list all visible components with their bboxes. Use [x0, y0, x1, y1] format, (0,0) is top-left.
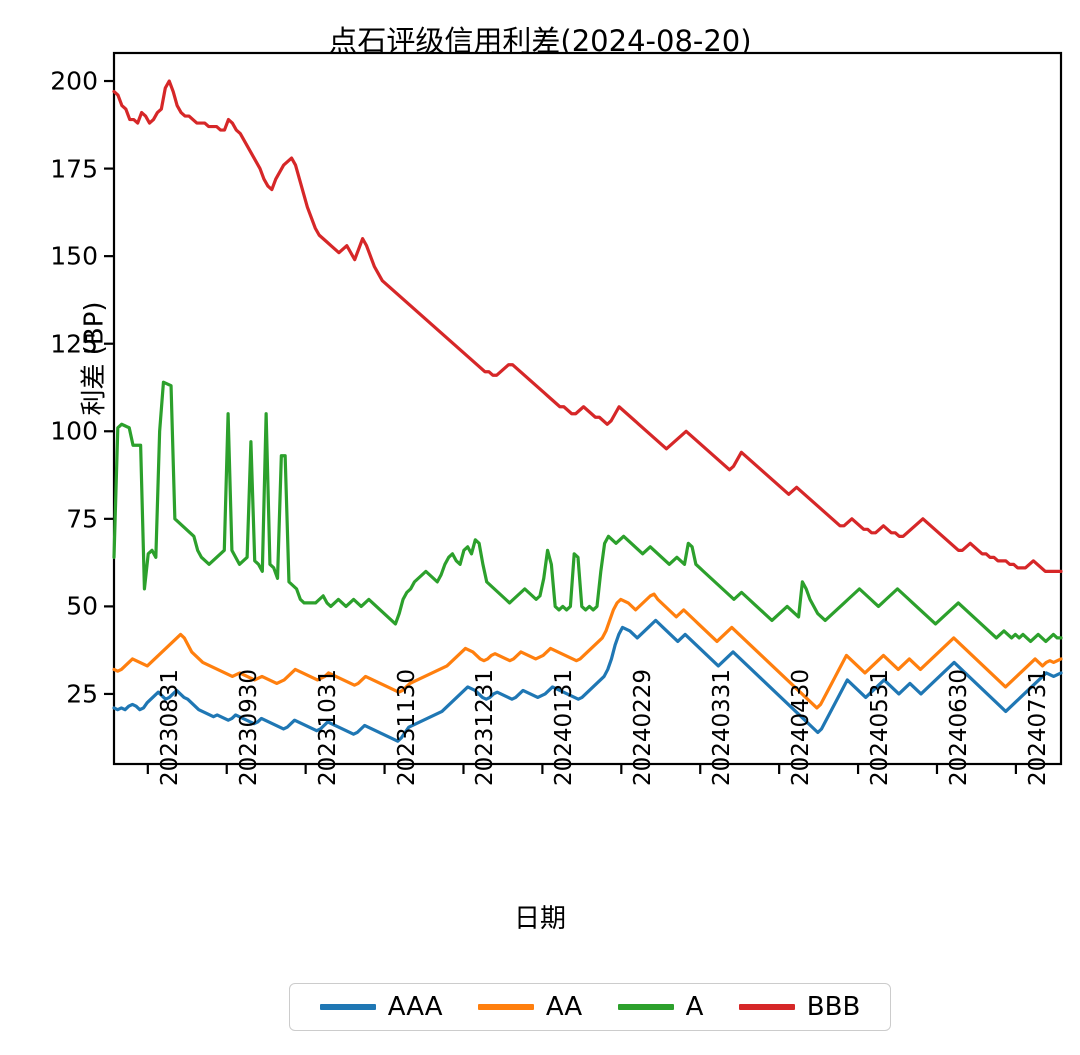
x-tick-label: 20240531 — [867, 668, 894, 786]
legend-label: AAA — [387, 992, 443, 1022]
series-line-AAA — [112, 618, 1063, 743]
x-axis-label: 日期 — [513, 904, 566, 934]
x-tick-label: 20240731 — [1024, 668, 1051, 786]
chart-legend: AAA AA A BBB — [289, 983, 891, 1031]
x-tick-label: 20230930 — [235, 668, 262, 786]
series-lines — [112, 79, 1063, 743]
x-tick-label: 20231031 — [314, 668, 341, 786]
x-tick-label: 20240630 — [945, 668, 972, 786]
series-line-BBB — [112, 79, 1063, 573]
y-tick-label: 100 — [50, 416, 98, 446]
x-tick-label: 20231130 — [393, 668, 420, 786]
y-tick-label: 75 — [66, 504, 98, 534]
legend-label: A — [685, 992, 704, 1022]
y-tick-label: 50 — [66, 591, 98, 621]
x-tick-label: 20240430 — [788, 668, 815, 786]
legend-swatch-icon — [738, 1004, 795, 1010]
y-tick-label: 175 — [50, 154, 98, 184]
x-tick-label: 20240229 — [630, 668, 657, 786]
x-tick-label: 20240131 — [551, 668, 578, 786]
x-tick-label: 20230831 — [156, 668, 183, 786]
y-tick-label: 125 — [50, 329, 98, 359]
x-tick-label: 20231231 — [472, 668, 499, 786]
x-tick-marks — [146, 764, 1018, 774]
series-line-A — [112, 380, 1063, 644]
y-tick-marks — [104, 79, 114, 696]
legend-label: BBB — [806, 992, 861, 1022]
x-tick-label: 20240331 — [709, 668, 736, 786]
legend-swatch-icon — [617, 1004, 674, 1010]
legend-swatch-icon — [477, 1004, 534, 1010]
legend-swatch-icon — [319, 1004, 376, 1010]
legend-item-A[interactable]: A — [617, 992, 704, 1022]
legend-item-AA[interactable]: AA — [477, 992, 583, 1022]
legend-label: AA — [545, 992, 583, 1022]
legend-item-AAA[interactable]: AAA — [319, 992, 443, 1022]
legend-item-BBB[interactable]: BBB — [738, 992, 861, 1022]
y-tick-label: 150 — [50, 241, 98, 271]
y-tick-label: 200 — [50, 66, 98, 96]
y-tick-label: 25 — [66, 679, 98, 709]
series-line-AA — [112, 592, 1063, 710]
